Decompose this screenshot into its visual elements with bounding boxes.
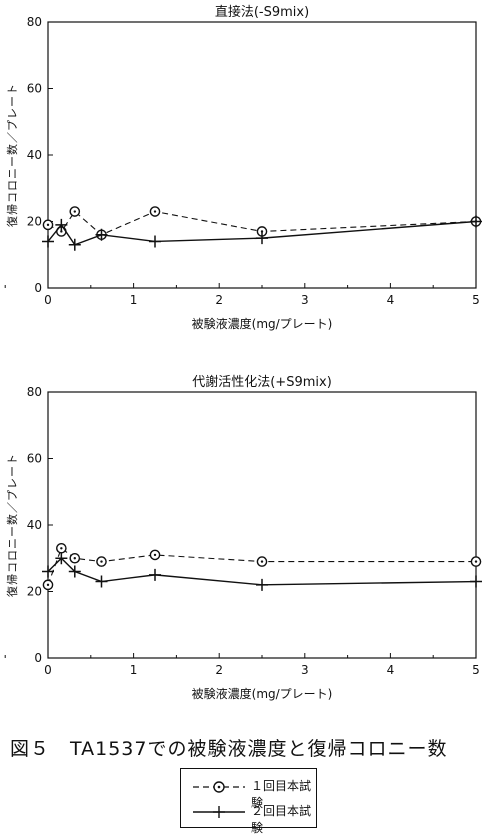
series-1-point-center bbox=[474, 560, 478, 563]
series-1-point-center bbox=[46, 583, 50, 587]
y-tick-label: 0 bbox=[34, 651, 42, 665]
series-2-point bbox=[149, 235, 161, 248]
series-1-point-center bbox=[260, 560, 264, 563]
y-tick-label: 60 bbox=[27, 452, 42, 466]
x-tick-label: 1 bbox=[130, 663, 138, 677]
series-2-point bbox=[470, 575, 482, 588]
legend-label-2: ２回目本試験 bbox=[251, 804, 312, 835]
x-tick-label: 5 bbox=[472, 293, 480, 307]
x-tick-label: 0 bbox=[44, 663, 52, 677]
series-1-point-center bbox=[60, 230, 63, 233]
y-tick-label: 40 bbox=[27, 518, 42, 532]
plot-frame bbox=[47, 21, 477, 289]
series-2-point bbox=[470, 215, 482, 228]
series-2-point bbox=[68, 238, 81, 251]
legend-marker-2 bbox=[193, 806, 245, 818]
series-2-point bbox=[256, 232, 268, 245]
y-tick-label: 20 bbox=[27, 215, 42, 229]
chart-s9: 代謝活性化法(+S9mix) 0 20 40 60 80 0 1 2 3 4 5 被験液濃度(mg/プレ… bbox=[4, 375, 482, 701]
series-2-point bbox=[68, 565, 81, 578]
series-2-point bbox=[149, 568, 161, 581]
series-1-point-center bbox=[260, 230, 264, 233]
series-2-point bbox=[95, 575, 108, 588]
y-tick-label: 20 bbox=[27, 585, 42, 599]
plot-frame bbox=[47, 391, 477, 659]
series-1-point-center bbox=[73, 210, 76, 213]
x-tick-label: 0 bbox=[44, 293, 52, 307]
x-tick-label: 2 bbox=[215, 293, 223, 307]
y-tick-label: 80 bbox=[27, 385, 42, 399]
y-tick-label: 80 bbox=[27, 15, 42, 29]
legend: １回目本試験 ２回目本試験 bbox=[180, 768, 317, 835]
series-2-point bbox=[55, 552, 68, 565]
x-tick-label: 4 bbox=[387, 293, 395, 307]
chart-title: 直接法(-S9mix) bbox=[215, 4, 309, 20]
figure-caption: 図５ TA1537での被験液濃度と復帰コロニー数 bbox=[10, 738, 448, 760]
x-tick-label: 3 bbox=[301, 293, 309, 307]
y-axis-label: 復帰コロニー数／プレート bbox=[6, 453, 19, 597]
series-1-point-center bbox=[60, 547, 63, 550]
legend-label-1: １回目本試験 bbox=[251, 779, 312, 810]
series-2-point bbox=[42, 235, 54, 248]
legend-marker-1 bbox=[193, 781, 245, 793]
x-tick-label: 4 bbox=[387, 663, 395, 677]
y-tick-label: 60 bbox=[27, 82, 42, 96]
x-tick-label: 3 bbox=[301, 663, 309, 677]
chart-title: 代謝活性化法(+S9mix) bbox=[192, 375, 332, 390]
y-tick-label: 0 bbox=[34, 281, 42, 295]
series-2-point bbox=[55, 218, 68, 231]
x-tick-label: 5 bbox=[472, 663, 480, 677]
series-1-point-center bbox=[100, 560, 103, 563]
series-2-point bbox=[256, 578, 268, 591]
series-2-point bbox=[95, 228, 108, 241]
x-axis-label: 被験液濃度(mg/プレート) bbox=[192, 316, 333, 331]
y-axis-label: 復帰コロニー数／プレート bbox=[6, 83, 19, 227]
x-tick-label: 2 bbox=[215, 663, 223, 677]
series-2-point bbox=[42, 565, 54, 578]
series-1-point-center bbox=[46, 223, 50, 227]
chart-direct: 直接法(-S9mix) 0 20 40 60 80 0 1 2 3 4 5 被験液濃度(mg/プレート)… bbox=[4, 4, 482, 331]
x-tick-label: 1 bbox=[130, 293, 138, 307]
y-tick-label: 40 bbox=[27, 148, 42, 162]
series-1-point-center bbox=[153, 553, 157, 557]
x-axis-label: 被験液濃度(mg/プレート) bbox=[192, 686, 333, 701]
series-1-point-center bbox=[153, 210, 157, 213]
series-1-point-center bbox=[73, 557, 76, 560]
